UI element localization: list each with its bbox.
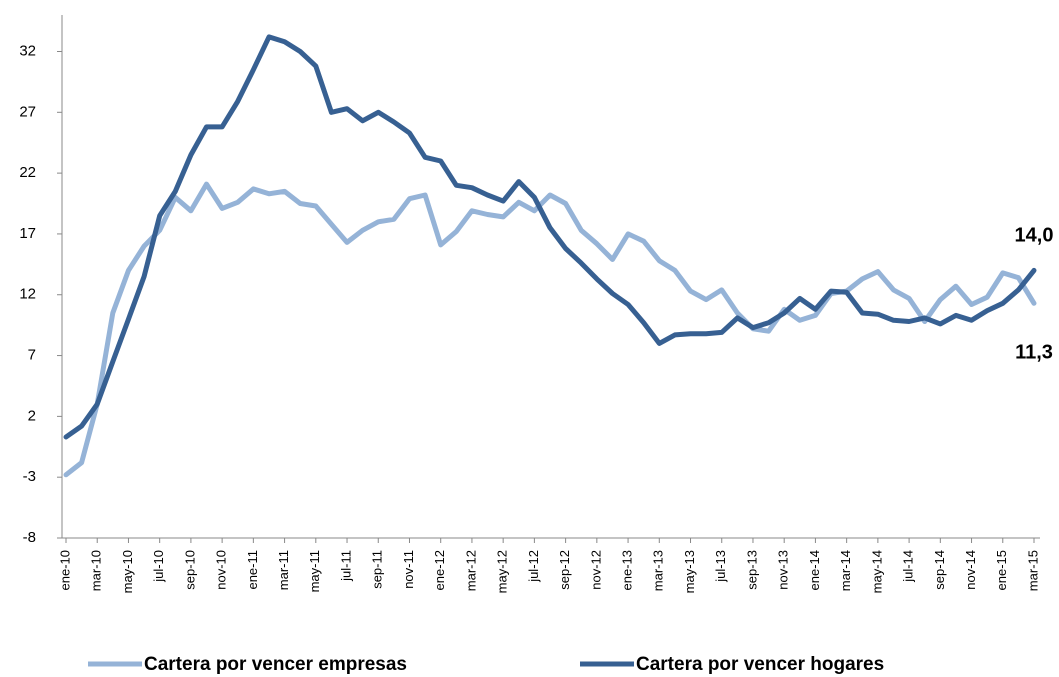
y-tick-label: 27 [19,103,36,120]
x-tick-label: sep-10 [182,550,197,590]
y-tick-label: 7 [28,347,36,364]
x-tick-label: nov-10 [214,550,229,590]
y-tick-label: 22 [19,164,36,181]
x-tick-label: may-12 [495,550,510,593]
x-tick-label: mar-12 [463,550,478,591]
x-tick-label: mar-11 [276,550,291,590]
x-tick-label: sep-11 [370,550,385,589]
y-tick-label: -3 [23,468,36,485]
x-tick-label: may-13 [682,550,697,593]
x-tick-label: nov-14 [963,550,978,590]
x-tick-label: jul-12 [526,550,541,583]
x-tick-label: may-14 [869,550,884,593]
x-tick-label: sep-12 [557,550,572,590]
y-tick-label: 2 [28,407,36,424]
series-line [63,181,1037,478]
x-tick-label: jul-13 [713,550,728,583]
value-label: 11,3 [1015,342,1053,364]
y-tick-label: 12 [19,286,36,303]
x-tick-label: jul-14 [901,550,916,583]
y-tick-label: -8 [23,529,36,546]
x-tick-label: nov-12 [588,550,603,590]
x-tick-label: may-11 [307,550,322,592]
x-tick-label: may-10 [120,550,135,593]
x-tick-label: mar-10 [89,550,104,591]
x-tick-label: mar-14 [838,550,853,591]
y-tick-label: 17 [19,225,36,242]
series-line [63,34,1037,440]
x-tick-label: mar-13 [651,550,666,591]
legend-label: Cartera por vencer empresas [144,654,407,675]
x-tick-label: ene-11 [245,550,260,590]
x-tick-label: ene-15 [994,550,1009,590]
x-tick-label: ene-10 [57,550,72,590]
x-tick-label: jul-11 [338,550,353,582]
x-tick-label: jul-10 [151,550,166,583]
x-tick-label: nov-11 [401,550,416,589]
value-label: 14,0 [1015,225,1054,247]
x-tick-label: ene-12 [432,550,447,590]
x-tick-label: sep-13 [744,550,759,590]
x-tick-label: mar-15 [1025,550,1040,591]
x-tick-label: sep-14 [932,550,947,590]
x-tick-label: ene-14 [807,550,822,590]
legend-label: Cartera por vencer hogares [636,654,884,675]
x-tick-label: ene-13 [620,550,635,590]
y-tick-label: 32 [19,42,36,59]
x-tick-label: nov-13 [776,550,791,590]
